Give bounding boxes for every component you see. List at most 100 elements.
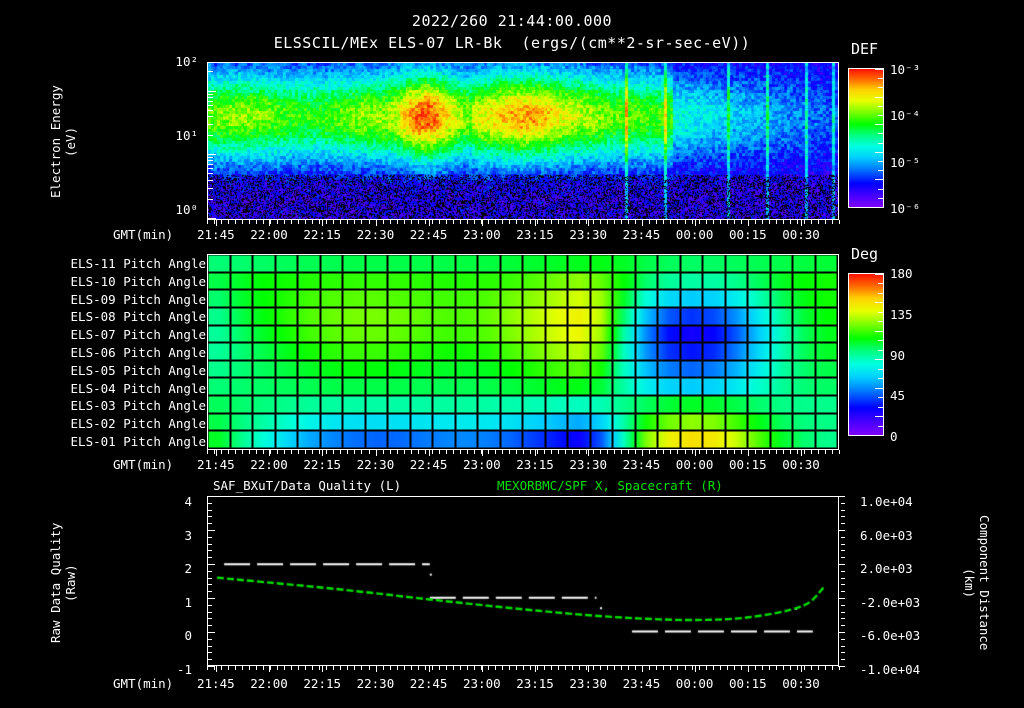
pitch-angle-cell: [320, 290, 343, 308]
x-minor-tick: [586, 220, 588, 224]
pitch-angle-cell: [770, 396, 793, 414]
x-minor-tick: [803, 220, 805, 224]
spectrogram-x-axis-label: GMT(min): [113, 227, 174, 242]
x-minor-tick: [551, 666, 553, 670]
def-colorbar: [848, 68, 884, 208]
x-minor-tick: [305, 666, 307, 670]
x-minor-tick: [621, 220, 623, 224]
pitch-row-label: ELS-04 Pitch Angle: [70, 380, 206, 396]
pitch-angle-cell: [815, 378, 838, 397]
pitch-angle-cell: [320, 272, 343, 291]
def-colorbar-tick-labels: 10⁻³ 10⁻⁴ 10⁻⁵ 10⁻⁶: [890, 62, 960, 216]
pitch-angle-cell: [410, 290, 433, 308]
pitch-angle-cell: [793, 343, 816, 361]
pitch-angle-cell: [478, 255, 501, 273]
bottom-plot-area[interactable]: [207, 496, 839, 666]
x-minor-tick: [614, 666, 616, 670]
x-major-tick: [269, 220, 271, 226]
pitch-angle-cell: [388, 272, 411, 291]
pitch-angle-cell: [568, 255, 591, 273]
pitch-angle-cell: [523, 307, 546, 326]
colorbar-tick: [878, 142, 884, 144]
pitch-angle-cell: [275, 343, 298, 361]
pitch-angle-cell: [590, 290, 613, 308]
x-minor-tick: [487, 220, 489, 224]
x-minor-tick: [831, 450, 833, 454]
pitch-angle-cell: [680, 413, 703, 432]
x-minor-tick: [670, 666, 672, 670]
pitch-angle-cell: [590, 307, 613, 326]
pitch-angle-cell: [793, 255, 816, 273]
pitch-angle-cell: [388, 325, 411, 344]
pitch-angle-cell: [275, 325, 298, 344]
pitch-angle-cell: [635, 290, 658, 308]
x-minor-tick: [656, 220, 658, 224]
pitch-angle-cell: [523, 396, 546, 414]
x-tick-label: 23:15: [516, 676, 554, 691]
pitch-plot-area[interactable]: [207, 254, 839, 450]
x-minor-tick: [270, 450, 272, 454]
pitch-angle-cell: [545, 413, 568, 432]
x-tick-label: 21:45: [197, 457, 235, 472]
x-minor-tick: [839, 666, 840, 670]
x-minor-tick: [705, 220, 707, 224]
x-tick-label: 00:30: [782, 457, 820, 472]
pitch-angle-cell: [770, 431, 793, 449]
pitch-angle-cell: [298, 413, 321, 432]
pitch-angle-cell: [298, 360, 321, 379]
x-minor-tick: [684, 220, 686, 224]
x-minor-tick: [677, 666, 679, 670]
x-minor-tick: [551, 450, 553, 454]
x-minor-tick: [768, 666, 770, 670]
x-major-tick: [322, 666, 324, 672]
x-minor-tick: [445, 666, 447, 670]
x-minor-tick: [803, 666, 805, 670]
pitch-angle-cell: [635, 431, 658, 449]
x-minor-tick: [614, 220, 616, 224]
pitch-angle-cell: [680, 378, 703, 397]
pitch-angle-cell: [365, 360, 388, 379]
spectrogram-plot-area[interactable]: [207, 62, 839, 220]
pitch-angle-cell: [208, 413, 231, 432]
colorbar-tick: [878, 406, 884, 408]
pitch-angle-cell: [545, 431, 568, 449]
x-minor-tick: [824, 220, 826, 224]
x-minor-tick: [396, 450, 398, 454]
pitch-angle-cell: [365, 396, 388, 414]
x-minor-tick: [691, 450, 693, 454]
pitch-angle-cell: [613, 255, 636, 273]
x-minor-tick: [677, 220, 679, 224]
pitch-angle-cell: [748, 343, 771, 361]
x-major-tick: [269, 666, 271, 672]
pitch-angle-cell: [455, 343, 478, 361]
x-minor-tick: [663, 666, 665, 670]
pitch-angle-cell: [748, 396, 771, 414]
x-major-tick: [694, 666, 696, 672]
x-minor-tick: [298, 666, 300, 670]
x-minor-tick: [515, 666, 517, 670]
x-minor-tick: [537, 220, 539, 224]
bottom-ytick-left: -1: [176, 662, 192, 677]
pitch-angle-cell: [388, 255, 411, 273]
pitch-angle-cell: [703, 290, 726, 308]
colorbar-tick: [878, 292, 884, 294]
x-minor-tick: [501, 666, 503, 670]
x-minor-tick: [263, 220, 265, 224]
x-minor-tick: [354, 450, 356, 454]
x-minor-tick: [501, 450, 503, 454]
colorbar-tick: [878, 311, 884, 313]
x-minor-tick: [635, 666, 637, 670]
pitch-angle-cell: [253, 272, 276, 291]
colorbar-tick: [875, 302, 884, 304]
pitch-row-label: ELS-06 Pitch Angle: [70, 345, 206, 360]
x-minor-tick: [326, 666, 328, 670]
x-major-tick: [641, 666, 643, 672]
x-minor-tick: [705, 666, 707, 670]
x-minor-tick: [410, 666, 412, 670]
pitch-angle-cell: [523, 431, 546, 449]
pitch-angle-cell: [500, 255, 523, 273]
x-minor-tick: [396, 666, 398, 670]
x-minor-tick: [782, 220, 784, 224]
spectrogram-ytick-1: 10¹: [175, 128, 198, 143]
pitch-angle-cell: [230, 290, 253, 308]
